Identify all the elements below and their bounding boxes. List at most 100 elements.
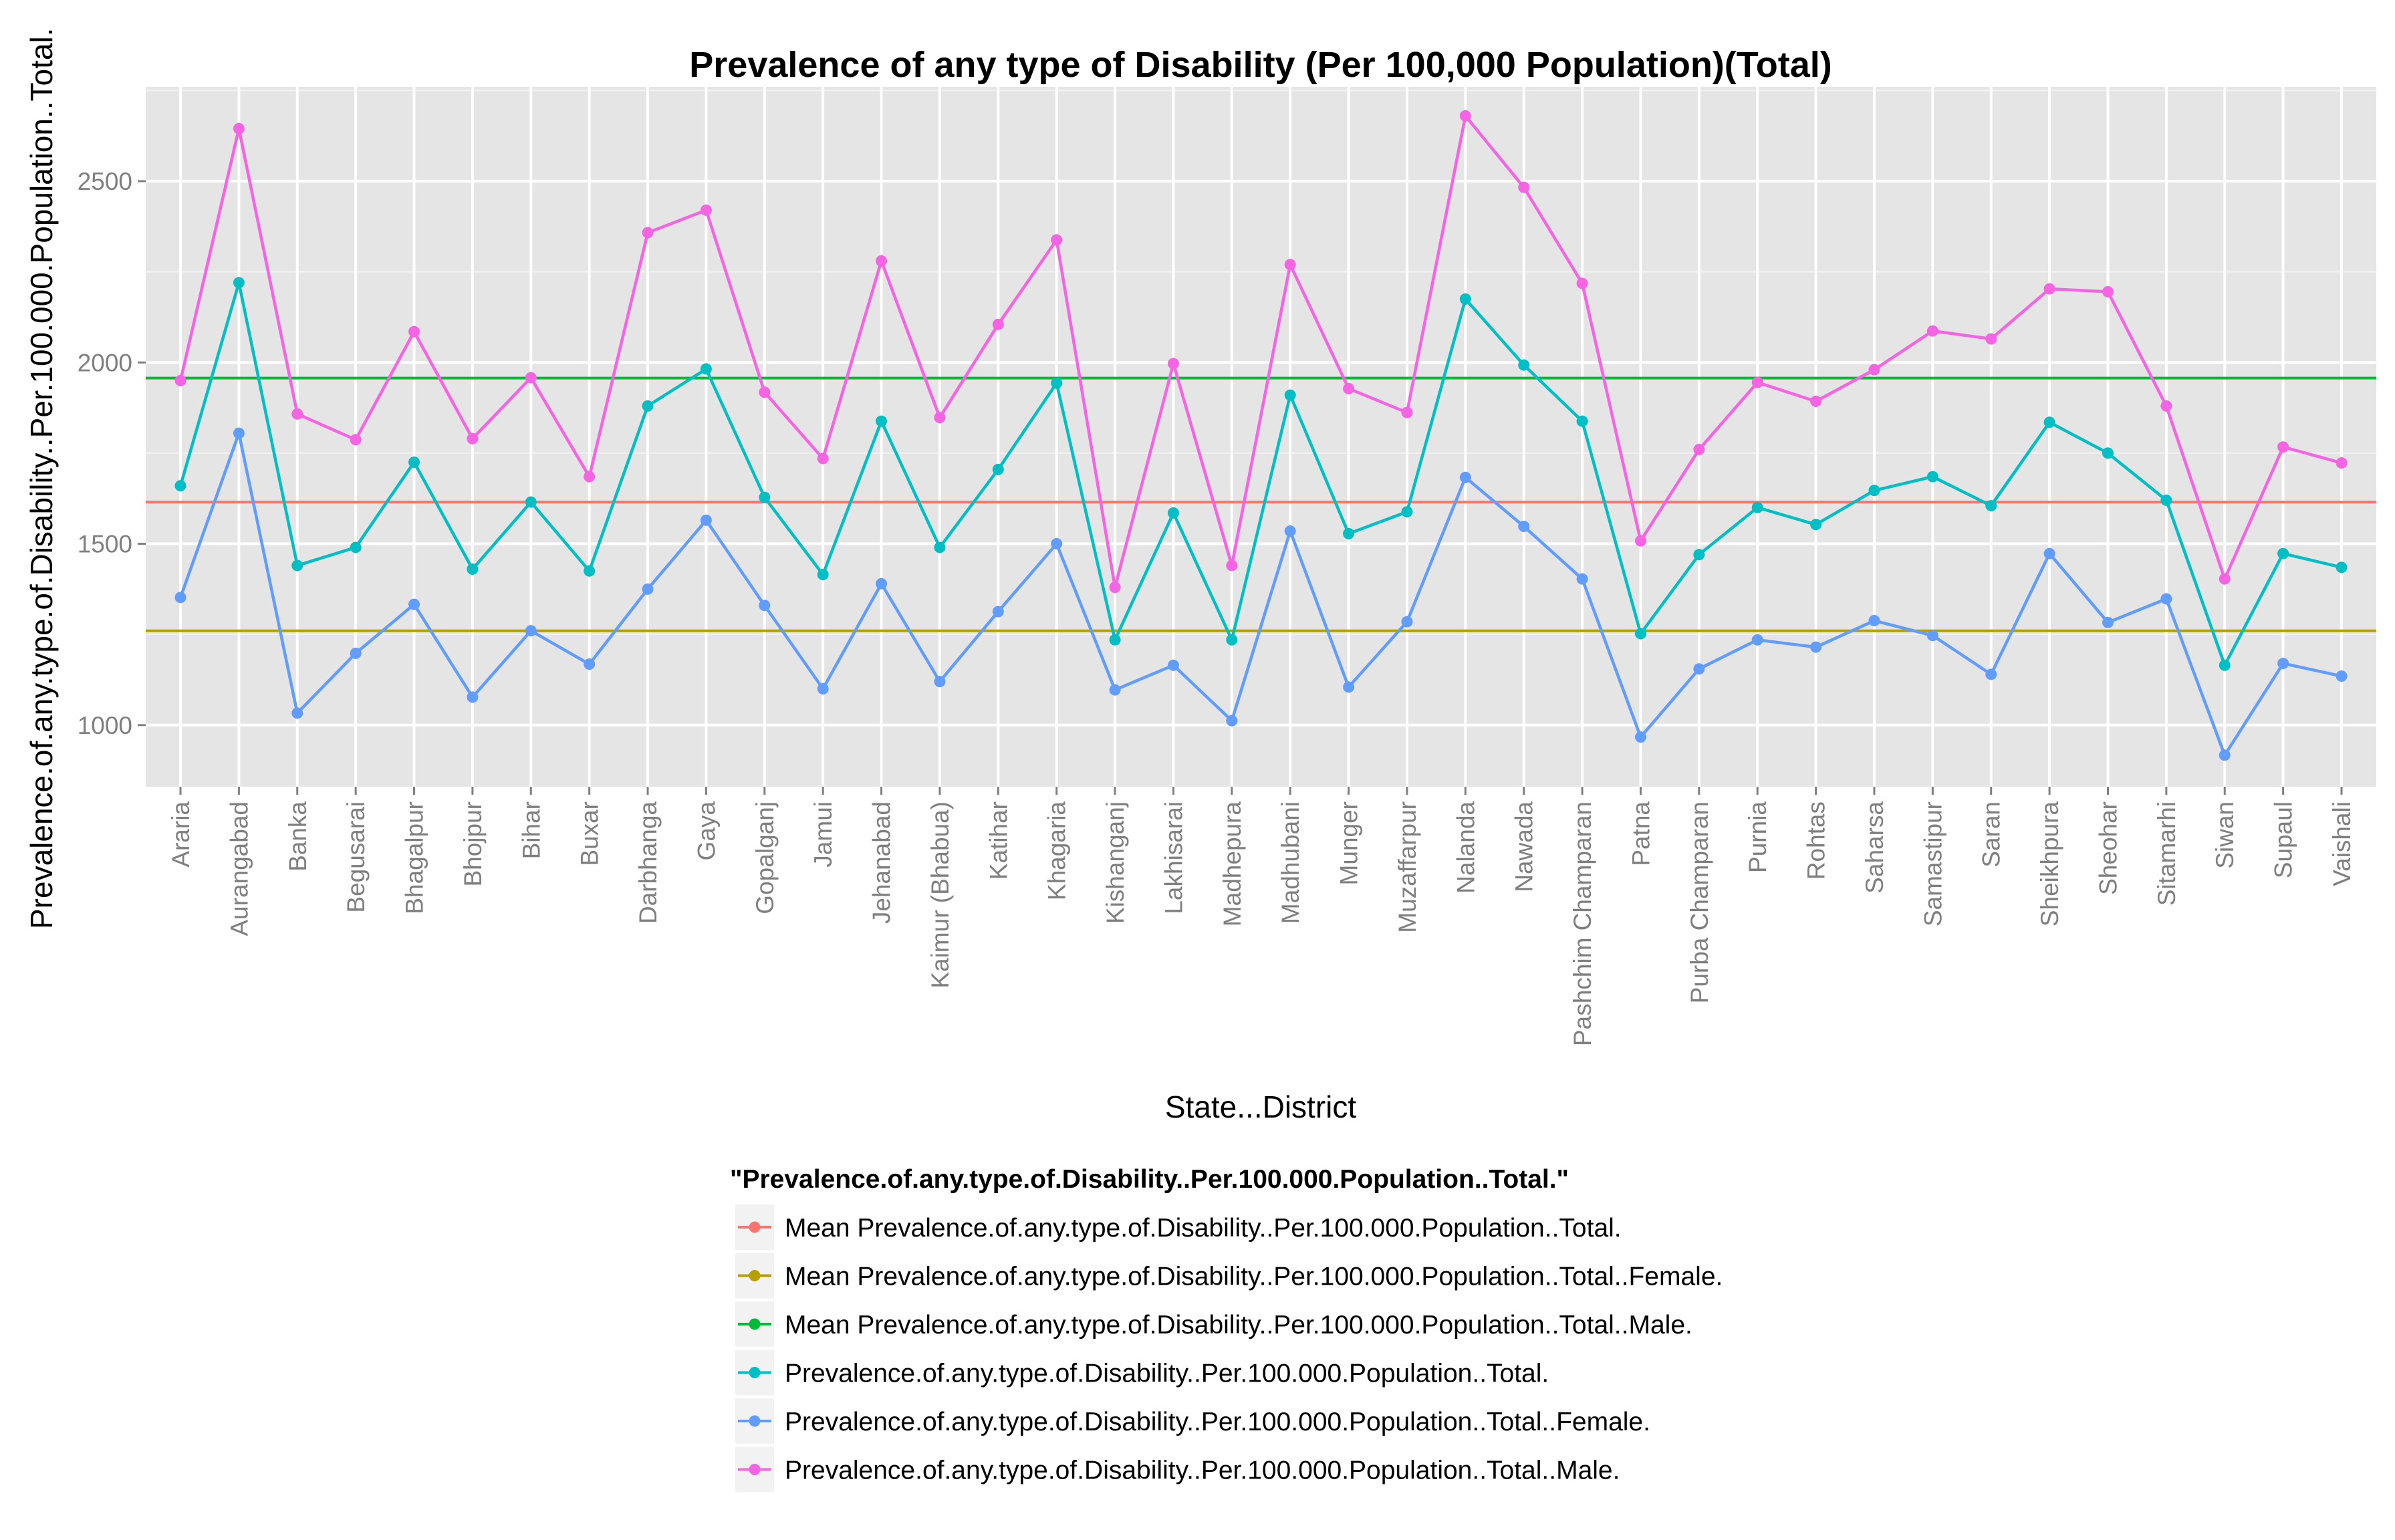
x-tick-label: Madhubani xyxy=(1277,801,1304,924)
data-point xyxy=(759,491,771,503)
data-point xyxy=(1868,485,1880,497)
data-point xyxy=(1343,681,1355,693)
data-point xyxy=(1576,277,1588,289)
legend-label: Mean Prevalence.of.any.type.of.Disabilit… xyxy=(785,1214,1622,1243)
data-point xyxy=(2277,441,2289,453)
data-point xyxy=(2336,670,2348,682)
data-point xyxy=(1518,359,1530,371)
data-point xyxy=(1167,358,1179,370)
x-tick-label: Araria xyxy=(167,801,195,868)
data-point xyxy=(1226,634,1238,646)
data-point xyxy=(1343,382,1355,394)
data-point xyxy=(2160,400,2172,412)
data-point xyxy=(1459,110,1471,122)
legend-key-point xyxy=(749,1318,761,1330)
data-point xyxy=(1751,376,1763,388)
data-point xyxy=(817,569,829,581)
data-point xyxy=(1109,684,1121,696)
legend-key-point xyxy=(749,1221,761,1233)
data-point xyxy=(525,372,537,384)
data-point xyxy=(700,204,712,216)
data-point xyxy=(1109,582,1121,594)
x-axis-title: State...District xyxy=(1165,1089,1357,1124)
data-point xyxy=(759,386,771,398)
x-tick-label: Khagaria xyxy=(1043,801,1071,901)
data-point xyxy=(1284,389,1296,401)
x-tick-label: Vaishali xyxy=(2328,801,2356,886)
data-point xyxy=(817,683,829,695)
data-point xyxy=(2160,494,2172,506)
data-point xyxy=(467,691,479,703)
data-point xyxy=(408,598,420,610)
data-point xyxy=(1693,549,1705,561)
data-point xyxy=(1284,525,1296,537)
y-tick-labels: 1000 1500 2000 2500 xyxy=(78,168,132,739)
legend: "Prevalence.of.any.type.of.Disability..P… xyxy=(730,1165,1723,1493)
data-point xyxy=(876,415,888,427)
data-point xyxy=(350,541,362,553)
data-point xyxy=(700,514,712,526)
series-line xyxy=(178,114,2342,589)
x-tick-label: Begusarai xyxy=(342,801,370,913)
data-point xyxy=(992,463,1004,475)
x-tick-label: Nawada xyxy=(1511,801,1538,892)
data-point xyxy=(1634,628,1646,640)
data-point xyxy=(1926,325,1938,337)
data-point xyxy=(525,625,537,637)
data-point xyxy=(876,255,888,267)
x-tick-label: Madhepura xyxy=(1219,801,1246,927)
data-point xyxy=(992,318,1004,330)
data-point xyxy=(1284,259,1296,271)
data-point xyxy=(174,374,186,386)
y-tick-label: 1500 xyxy=(78,531,132,558)
data-point xyxy=(467,432,479,444)
x-tick-label: Munger xyxy=(1336,801,1363,885)
data-point xyxy=(934,676,946,688)
data-point xyxy=(1226,715,1238,727)
data-point xyxy=(1459,471,1471,483)
minor-gridlines xyxy=(146,90,2376,636)
x-tick-label: Sheikhpura xyxy=(2036,801,2063,927)
data-point xyxy=(291,559,303,571)
y-tick-label: 2500 xyxy=(78,168,132,195)
data-point xyxy=(1518,181,1530,193)
x-tick-label: Aurangabad xyxy=(225,801,253,936)
legend-label: Prevalence.of.any.type.of.Disability..Pe… xyxy=(785,1360,1549,1388)
data-point xyxy=(408,456,420,468)
data-point xyxy=(1693,443,1705,455)
data-point xyxy=(1926,630,1938,642)
data-point xyxy=(1634,535,1646,547)
data-point xyxy=(876,578,888,590)
data-point xyxy=(1751,501,1763,513)
x-tick-label: Sheohar xyxy=(2094,801,2122,895)
legend-label: Prevalence.of.any.type.of.Disability..Pe… xyxy=(785,1456,1620,1485)
data-point xyxy=(291,707,303,719)
data-point xyxy=(934,412,946,424)
data-point xyxy=(1518,520,1530,532)
data-point xyxy=(408,326,420,338)
legend-key-point xyxy=(749,1270,761,1281)
data-point xyxy=(1343,527,1355,539)
x-tick-label: Kishanganj xyxy=(1102,801,1129,924)
data-point xyxy=(642,400,654,412)
x-tick-label: Purba Champaran xyxy=(1686,801,1713,1003)
data-point xyxy=(1868,364,1880,376)
data-point xyxy=(1051,538,1063,550)
data-point xyxy=(1810,519,1822,531)
x-tick-label: Muzaffarpur xyxy=(1394,801,1421,933)
data-point xyxy=(2043,416,2055,428)
data-point xyxy=(1868,615,1880,627)
data-point xyxy=(174,480,186,492)
x-tick-label: Pashchim Champaran xyxy=(1569,801,1596,1046)
data-point xyxy=(759,600,771,612)
x-tick-label: Saharsa xyxy=(1861,801,1888,894)
x-tick-label: Buxar xyxy=(576,801,604,866)
data-point xyxy=(1401,406,1413,418)
x-tick-label: Samastipur xyxy=(1919,801,1946,926)
x-tick-label: Patna xyxy=(1627,801,1654,866)
data-point xyxy=(1226,559,1238,571)
data-point xyxy=(1693,663,1705,675)
axis-ticks xyxy=(138,180,2343,795)
series-line xyxy=(178,281,2342,667)
legend-label: Mean Prevalence.of.any.type.of.Disabilit… xyxy=(785,1311,1692,1339)
